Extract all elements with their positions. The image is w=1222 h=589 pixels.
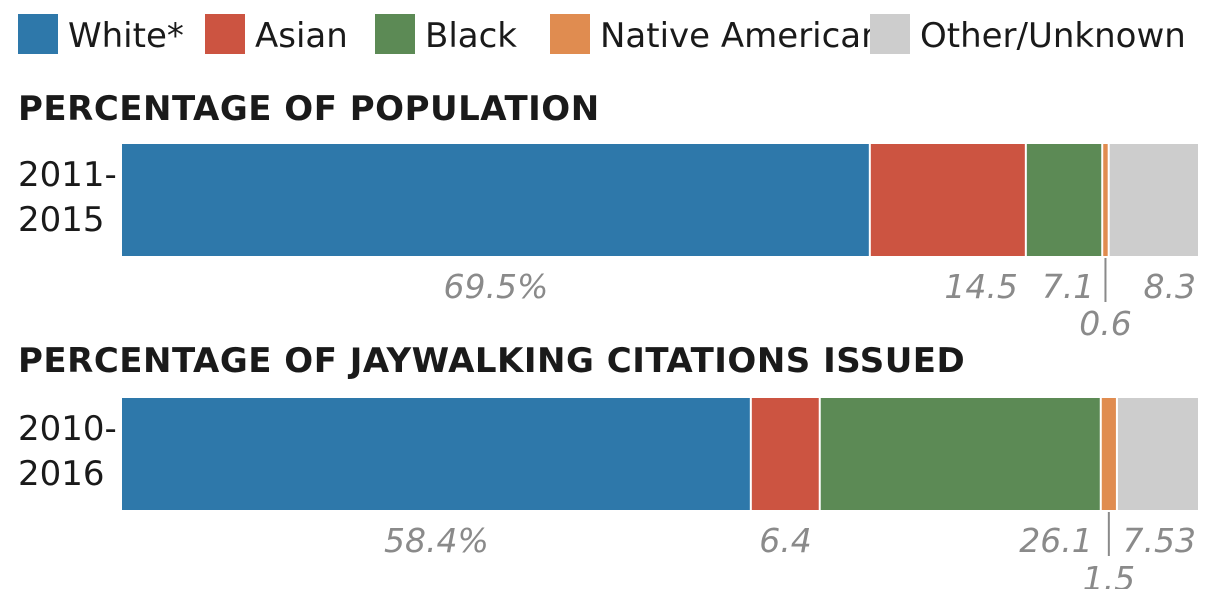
bar-segment-0-4: [1108, 144, 1198, 256]
value-label-1-0: 58.4%: [384, 521, 489, 560]
bar-segment-1-2: [819, 398, 1101, 510]
period-label-1-0: 2010-: [18, 409, 117, 449]
period-label-0-1: 2015: [18, 200, 105, 240]
value-label-0-1: 14.5: [944, 267, 1017, 306]
legend-swatch-4: [870, 14, 910, 54]
legend-swatch-1: [205, 14, 245, 54]
bar-segment-1-3: [1100, 398, 1117, 510]
panel-title-1: PERCENTAGE OF JAYWALKING CITATIONS ISSUE…: [18, 341, 965, 381]
bar-segment-1-4: [1116, 398, 1198, 510]
legend-label-1: Asian: [255, 16, 348, 56]
value-label-0-2: 7.1: [1042, 267, 1094, 306]
period-label-1-1: 2016: [18, 454, 105, 494]
bar-segment-0-0: [122, 144, 870, 256]
value-label-0-3: 0.6: [1079, 304, 1131, 343]
value-label-1-3: 1.5: [1083, 559, 1135, 589]
legend-swatch-2: [375, 14, 415, 54]
value-label-1-4: 7.53: [1123, 521, 1196, 560]
value-label-1-1: 6.4: [759, 521, 811, 560]
bar-segment-0-3: [1102, 144, 1109, 256]
period-label-0-0: 2011-: [18, 155, 117, 195]
bar-segment-1-0: [122, 398, 751, 510]
value-label-0-4: 8.3: [1144, 267, 1196, 306]
panel-title-0: PERCENTAGE OF POPULATION: [18, 89, 600, 129]
legend-swatch-0: [18, 14, 58, 54]
legend-label-4: Other/Unknown: [920, 16, 1186, 56]
bar-segment-0-1: [869, 144, 1026, 256]
legend-label-0: White*: [68, 16, 184, 56]
value-label-1-2: 26.1: [1019, 521, 1092, 560]
bar-segment-1-1: [750, 398, 820, 510]
legend-swatch-3: [550, 14, 590, 54]
value-label-0-0: 69.5%: [443, 267, 548, 306]
bar-segment-0-2: [1025, 144, 1103, 256]
legend-label-3: Native American: [600, 16, 883, 56]
legend-label-2: Black: [425, 16, 517, 56]
